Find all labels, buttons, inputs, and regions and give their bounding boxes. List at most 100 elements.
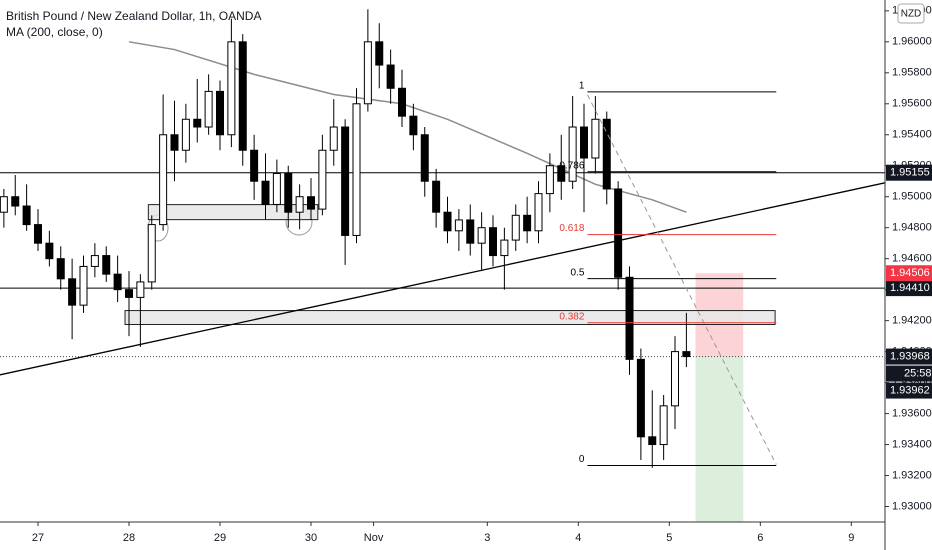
candle-body <box>443 211 452 232</box>
candle-body <box>500 239 509 257</box>
candle-body <box>557 165 566 182</box>
hline-price-label-bg <box>886 164 932 181</box>
last-price-label-bg <box>886 348 932 365</box>
x-tick-label: 28 <box>123 532 135 544</box>
candle-body <box>386 64 395 89</box>
bid-price-label: 1.93962 <box>890 384 930 396</box>
x-tick-label: Nov <box>364 532 384 544</box>
y-tick-label: 1.95000 <box>892 191 932 203</box>
candle-body <box>363 41 372 105</box>
candle-body <box>181 118 190 151</box>
candle-body <box>568 126 577 182</box>
x-tick-label: 6 <box>757 532 763 544</box>
candle-body <box>409 115 418 136</box>
y-tick-label: 1.95400 <box>892 129 932 141</box>
candle-body <box>22 205 31 226</box>
candle-body <box>102 255 111 275</box>
zone <box>147 204 319 221</box>
candle-body <box>489 227 498 257</box>
fib-label: 0 <box>579 454 585 465</box>
y-tick-label: 1.93000 <box>892 500 932 512</box>
y-tick-label: 1.95800 <box>892 67 932 79</box>
candle-body <box>454 219 463 232</box>
candle-body <box>113 273 122 291</box>
candle-body <box>682 351 691 358</box>
candle-body <box>33 224 42 244</box>
candle-body <box>398 87 407 117</box>
moving-average <box>128 41 687 213</box>
candle-body <box>11 196 20 207</box>
profit-zone <box>695 356 744 522</box>
y-tick-label: 1.94200 <box>892 315 932 327</box>
candle-body <box>170 134 179 151</box>
y-tick-label: 1.96000 <box>892 36 932 48</box>
candle-body <box>432 180 441 213</box>
candle-body <box>375 41 384 66</box>
stop-price-label-bg <box>886 265 932 282</box>
projection-line <box>586 94 777 465</box>
candle-body <box>124 289 133 298</box>
x-tick-label: 3 <box>484 532 490 544</box>
candle-body <box>659 405 668 446</box>
candle-body <box>68 278 77 306</box>
candle-body <box>477 227 486 244</box>
x-tick-label: 5 <box>666 532 672 544</box>
x-tick-label: 30 <box>305 532 317 544</box>
y-tick-label: 1.94800 <box>892 222 932 234</box>
candle-body <box>79 265 88 306</box>
candle-body <box>136 281 145 298</box>
hline-price-label: 1.95155 <box>890 167 930 179</box>
candle-body <box>272 172 281 205</box>
candle-body <box>511 214 520 241</box>
candle-body <box>56 258 65 280</box>
currency-badge[interactable] <box>897 3 925 24</box>
candle-body <box>534 193 543 232</box>
candle-body <box>602 118 611 190</box>
candle-body <box>284 172 293 213</box>
y-tick-label: 1.93600 <box>892 407 932 419</box>
candle-body <box>318 149 327 210</box>
y-tick-label: 1.94600 <box>892 253 932 265</box>
candle-body <box>614 188 623 278</box>
y-tick-label: 1.95600 <box>892 98 932 110</box>
hline-price-label: 1.94410 <box>890 282 930 294</box>
candle-body <box>147 224 156 283</box>
candle-body <box>591 118 600 159</box>
y-tick-label: 1.93400 <box>892 438 932 450</box>
candle-body <box>90 255 99 267</box>
candle-body <box>580 126 589 159</box>
chart-title: British Pound / New Zealand Dollar, 1h, … <box>6 9 261 23</box>
candle-body <box>466 219 475 244</box>
candle-body <box>545 165 554 195</box>
fib-label: 1 <box>579 80 585 91</box>
zone <box>124 310 776 326</box>
fib-label: 0.618 <box>559 223 584 234</box>
plot-area: 1 0.786 0.618 0.5 0.382 0 <box>0 9 885 522</box>
trendline <box>0 182 885 376</box>
candle-body <box>0 196 8 213</box>
candle-body <box>295 196 304 213</box>
x-tick-label: 9 <box>848 532 854 544</box>
candle-body <box>523 214 532 232</box>
candle-body <box>352 103 361 236</box>
axes: 1.930001.932001.934001.936001.938001.940… <box>32 5 932 544</box>
candle-body <box>215 90 224 136</box>
candle-body <box>671 351 680 407</box>
candle-body <box>261 180 270 205</box>
x-tick-label: 4 <box>575 532 581 544</box>
currency[interactable]: NZD <box>901 9 922 20</box>
candle-body <box>250 149 259 182</box>
x-tick-label: 29 <box>214 532 226 544</box>
candle-body <box>625 276 634 360</box>
fib-label: 0.786 <box>559 160 584 171</box>
countdown-bg <box>886 365 932 382</box>
candle-body <box>227 41 236 136</box>
bid-price-label-bg <box>886 382 932 399</box>
candle-body <box>329 126 338 151</box>
last-price-label: 1.93968 <box>890 350 930 362</box>
candle-body <box>341 126 350 236</box>
indicator-label: MA (200, close, 0) <box>6 25 103 39</box>
fib-label: 0.5 <box>571 267 585 278</box>
candle-body <box>648 436 657 446</box>
